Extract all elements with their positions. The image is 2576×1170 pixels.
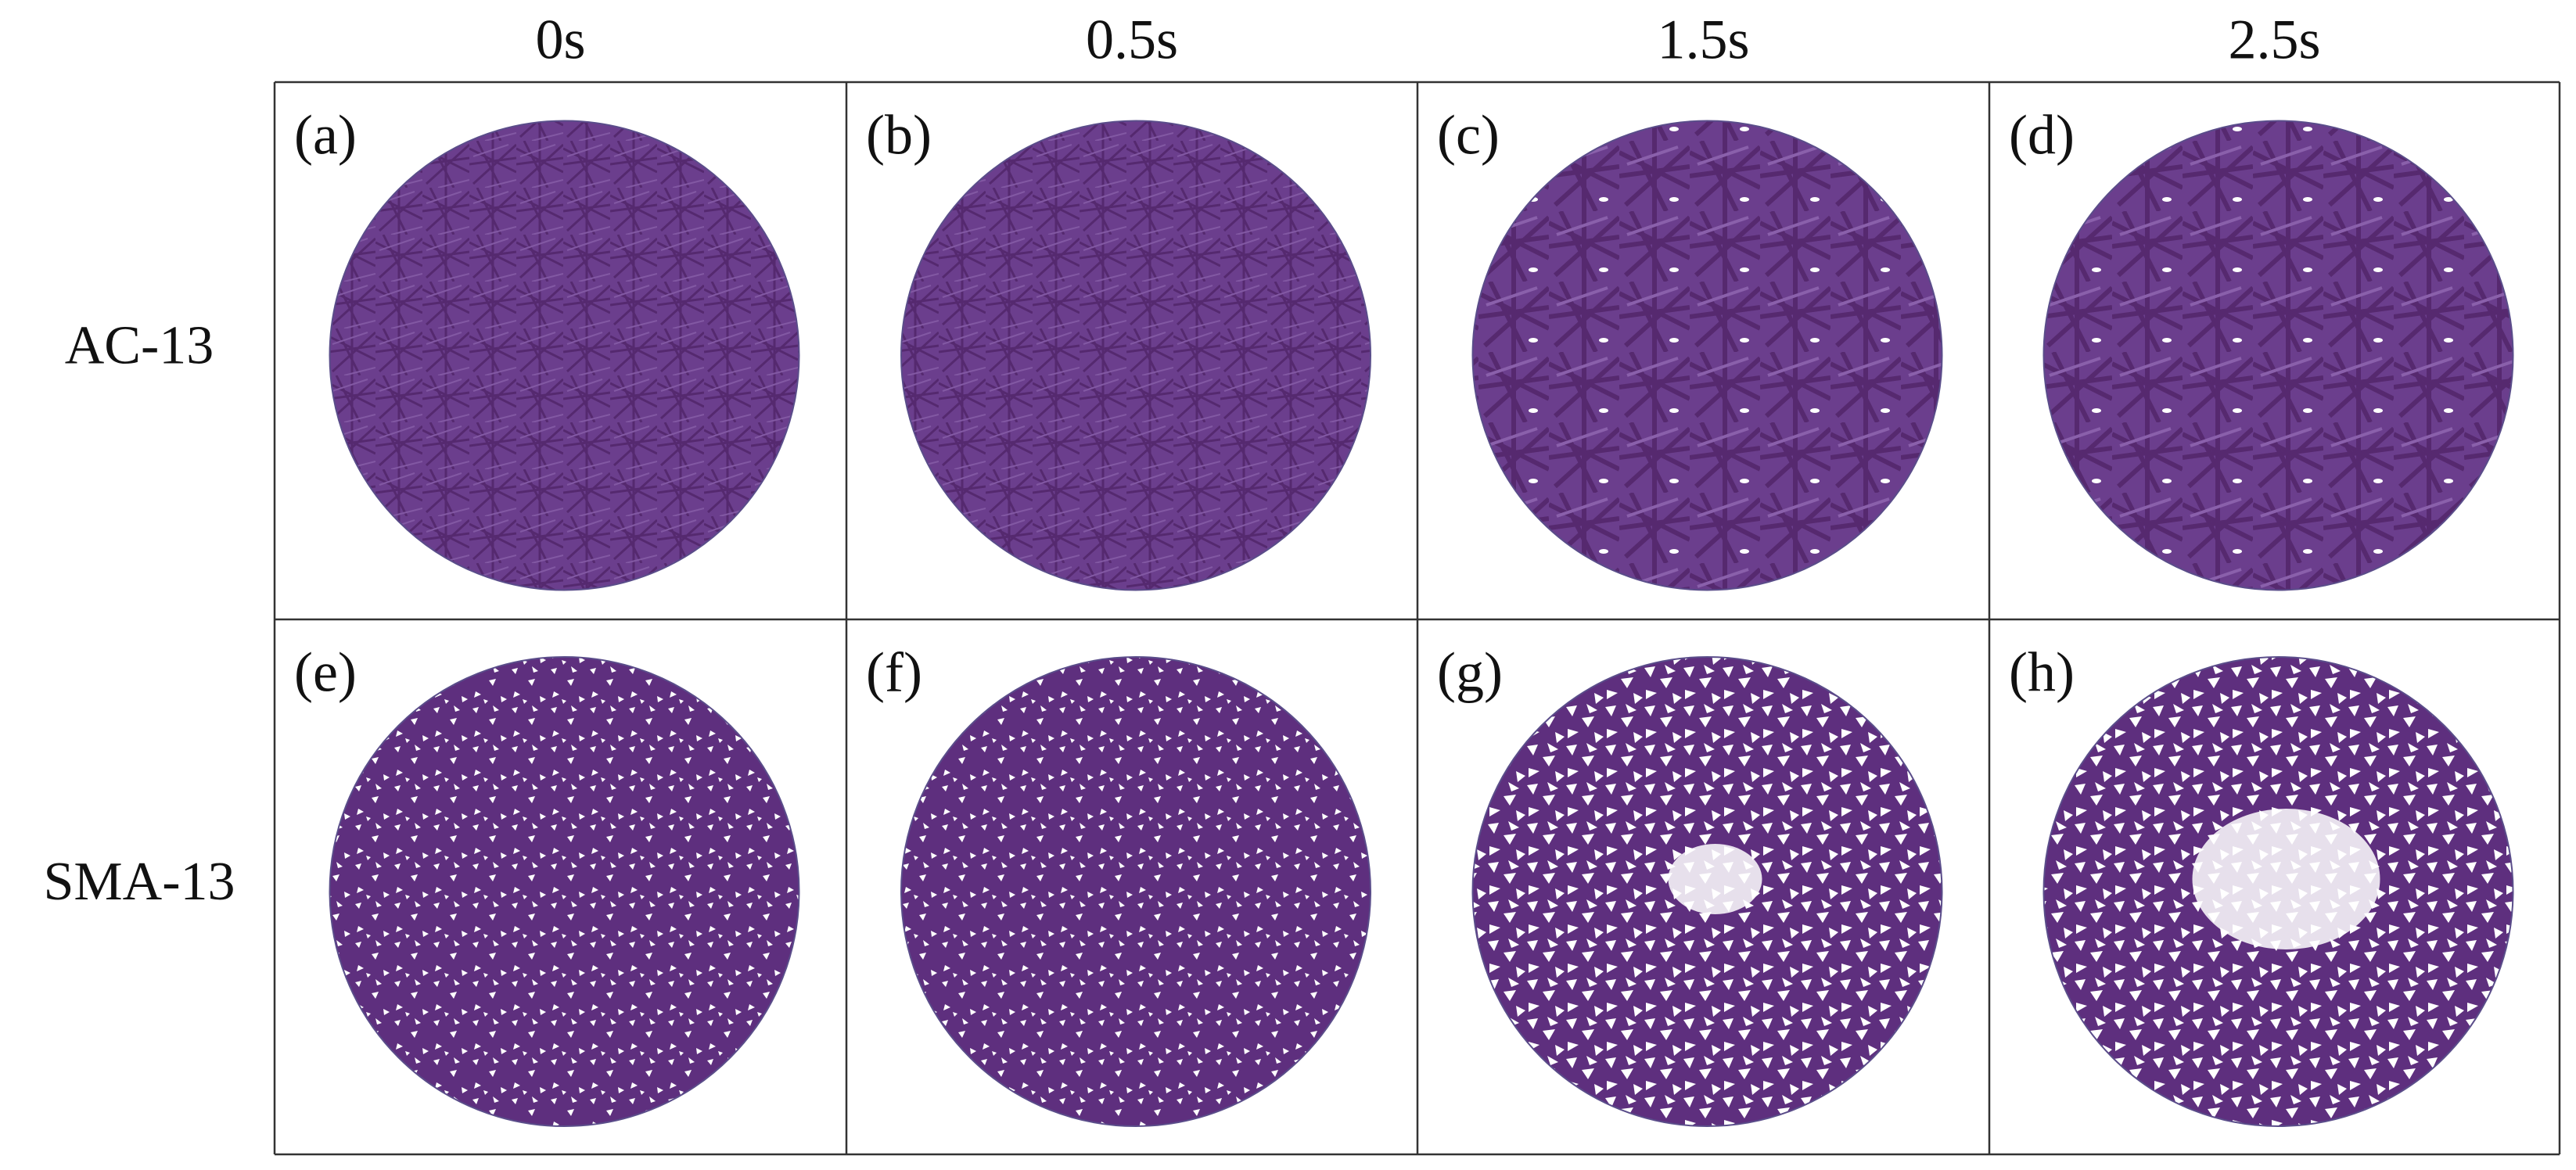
column-header: 0.5s bbox=[1086, 9, 1178, 71]
specimen-image bbox=[2042, 120, 2514, 591]
row-label: AC-13 bbox=[65, 316, 214, 376]
void-region bbox=[1668, 844, 1762, 914]
void-region bbox=[2192, 809, 2380, 949]
panel-label: (a) bbox=[294, 104, 357, 167]
specimen-image bbox=[900, 656, 1371, 1127]
panel-label: (b) bbox=[866, 104, 932, 167]
specimen-image bbox=[900, 120, 1371, 591]
panel-label: (f) bbox=[866, 641, 922, 704]
row-label: SMA-13 bbox=[43, 852, 235, 912]
panel-label: (g) bbox=[1437, 641, 1503, 704]
specimen-image bbox=[329, 656, 800, 1127]
column-header: 2.5s bbox=[2228, 9, 2320, 71]
column-header: 1.5s bbox=[1657, 9, 1749, 71]
specimen-image bbox=[329, 120, 800, 591]
panel-label: (h) bbox=[2009, 641, 2075, 704]
panel-label: (e) bbox=[294, 641, 357, 704]
column-header: 0s bbox=[535, 9, 585, 71]
specimen-image bbox=[1471, 120, 1943, 591]
panel-label: (c) bbox=[1437, 104, 1500, 167]
panel-label: (d) bbox=[2009, 104, 2075, 167]
